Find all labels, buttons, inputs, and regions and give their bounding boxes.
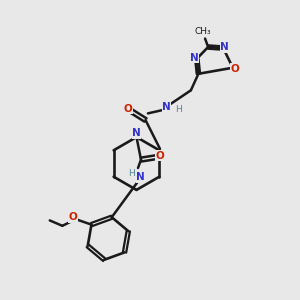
Text: N: N [132,128,141,139]
Text: N: N [162,101,171,112]
Text: O: O [230,64,239,74]
Text: N: N [220,43,229,52]
Text: CH₃: CH₃ [194,27,211,36]
Text: O: O [124,103,133,114]
Text: H: H [175,105,182,114]
Text: H: H [128,169,135,178]
Text: O: O [68,212,77,222]
Text: O: O [155,151,164,161]
Text: N: N [190,52,199,63]
Text: N: N [136,172,145,182]
